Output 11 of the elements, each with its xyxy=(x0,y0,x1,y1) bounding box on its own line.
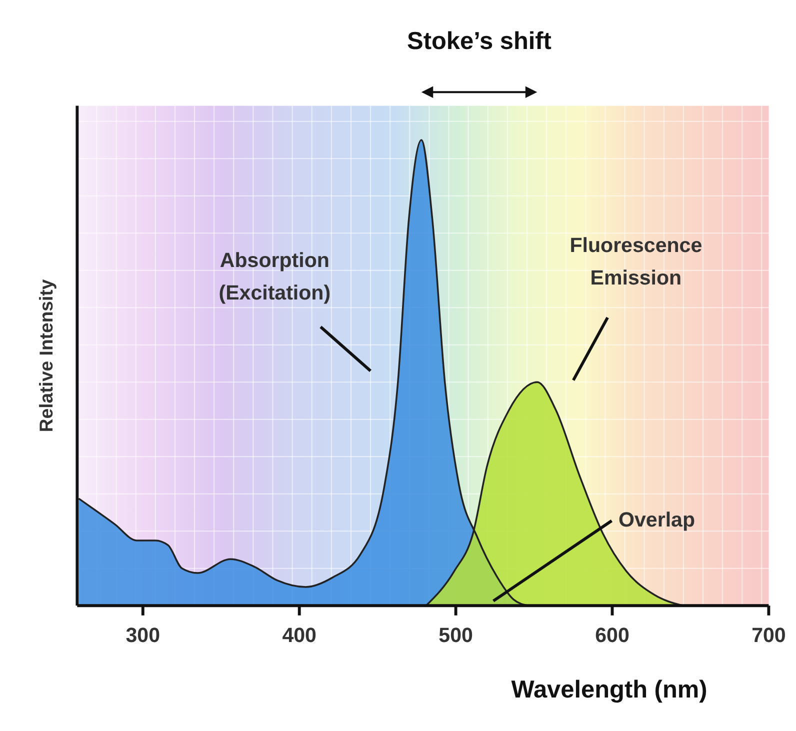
annotation: Overlap xyxy=(618,508,696,532)
x-tick-label: 500 xyxy=(438,624,473,647)
y-axis-title: Relative Intensity xyxy=(36,278,57,432)
x-tick-label: 600 xyxy=(595,624,630,647)
x-axis-title: Wavelength (nm) xyxy=(511,676,708,704)
annotation: Absorption (Excitation) xyxy=(218,249,331,304)
annotation: Fluorescence Emission xyxy=(570,234,702,290)
x-tick-label: 700 xyxy=(752,624,786,647)
text: Stoke’s shift xyxy=(407,28,552,56)
x-tick-label: 300 xyxy=(126,624,160,647)
x-tick-label: 400 xyxy=(282,624,316,647)
